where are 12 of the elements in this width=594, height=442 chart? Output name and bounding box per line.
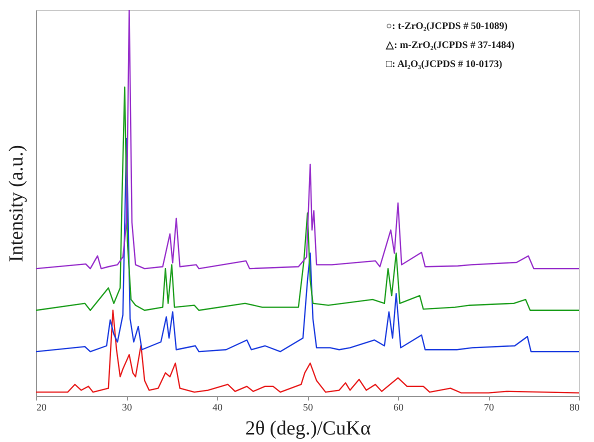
annotation: ○: t-ZrO₂(JCPDS # 50-1089) [386, 21, 508, 32]
x-axis-title: 2θ (deg.)/CuKα [245, 418, 372, 440]
x-tick-label: 70 [484, 402, 494, 414]
annotation: △: m-ZrO₂(JCPDS # 37-1484) [385, 40, 514, 51]
x-tick-label: 40 [212, 402, 222, 414]
x-tick-label: 60 [394, 402, 404, 414]
annotation: □: Al₂O₃(JCPDS # 10-0173) [386, 59, 502, 70]
x-tick-label: 20 [36, 402, 46, 414]
x-tick-label: 80 [570, 402, 580, 414]
y-axis-title: Intensity (a.u.) [6, 144, 28, 262]
x-tick-label: 50 [303, 402, 313, 414]
x-tick-label: 30 [122, 402, 132, 414]
